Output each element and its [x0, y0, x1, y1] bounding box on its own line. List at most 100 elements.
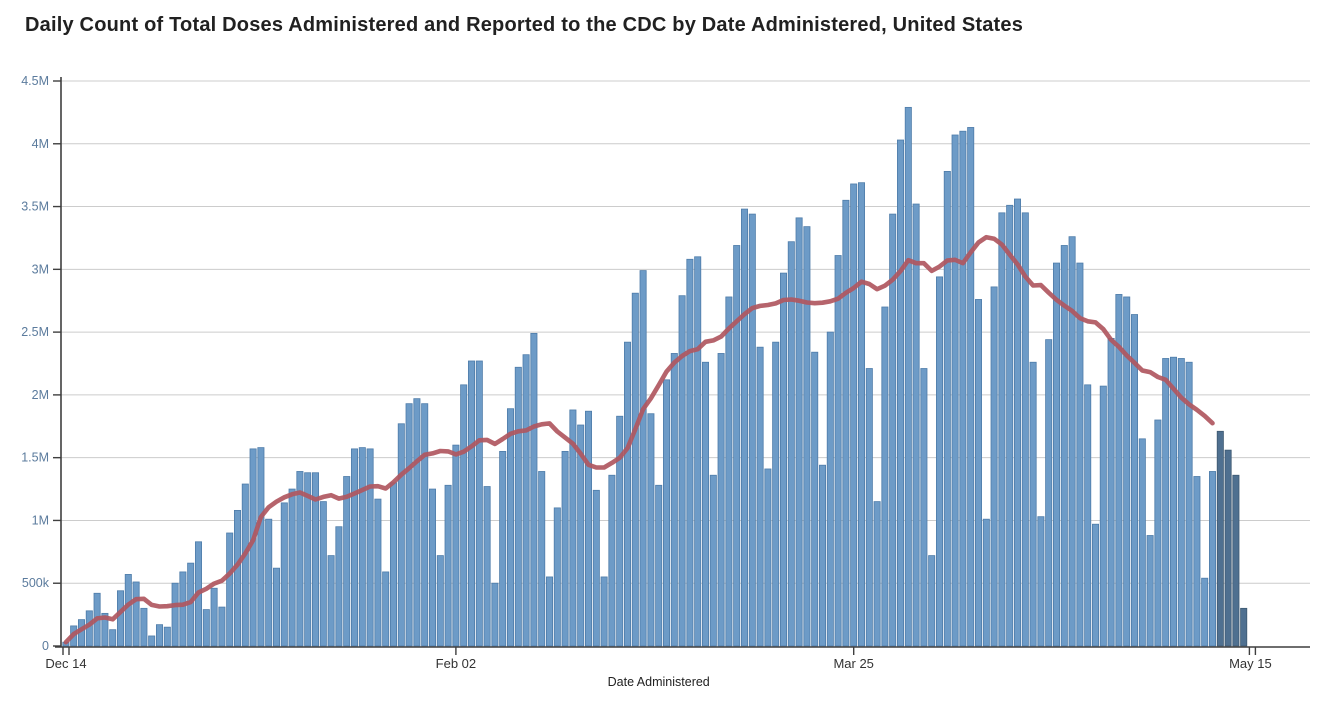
daily-dose-bar[interactable]	[382, 571, 390, 647]
daily-dose-bar[interactable]	[678, 295, 686, 647]
daily-dose-bar[interactable]	[585, 410, 593, 647]
daily-dose-bar[interactable]	[702, 361, 710, 647]
daily-dose-bar[interactable]	[226, 532, 234, 647]
daily-dose-bar[interactable]	[436, 555, 444, 647]
daily-dose-bar[interactable]	[1209, 471, 1217, 647]
daily-dose-bar[interactable]	[912, 203, 920, 647]
daily-dose-bar[interactable]	[608, 474, 616, 647]
daily-dose-bar[interactable]	[358, 447, 366, 647]
daily-dose-bar[interactable]	[975, 299, 983, 647]
daily-dose-bar[interactable]	[819, 464, 827, 647]
daily-dose-bar[interactable]	[389, 482, 397, 647]
daily-dose-bar[interactable]	[756, 346, 764, 647]
daily-dose-bar[interactable]	[943, 170, 951, 647]
daily-dose-bar[interactable]	[405, 403, 413, 647]
daily-dose-bar[interactable]	[413, 398, 421, 647]
daily-dose-bar[interactable]	[655, 484, 663, 647]
daily-dose-bar[interactable]	[709, 474, 717, 647]
daily-dose-bar[interactable]	[928, 555, 936, 647]
daily-dose-bar[interactable]	[1123, 296, 1131, 647]
daily-dose-bar[interactable]	[811, 351, 819, 647]
daily-dose-bar[interactable]	[265, 518, 273, 647]
daily-dose-bar[interactable]	[639, 270, 647, 647]
daily-dose-bar[interactable]	[577, 424, 585, 647]
daily-dose-bar[interactable]	[717, 353, 725, 647]
daily-dose-bar[interactable]	[319, 501, 327, 647]
daily-dose-bar[interactable]	[1107, 337, 1115, 647]
daily-dose-bar[interactable]	[772, 341, 780, 647]
daily-dose-bar[interactable]	[327, 555, 335, 647]
daily-dose-bar[interactable]	[374, 498, 382, 647]
daily-dose-bar[interactable]	[1029, 361, 1037, 647]
daily-dose-bar[interactable]	[787, 241, 795, 647]
daily-dose-bar[interactable]	[600, 576, 608, 647]
daily-dose-bar[interactable]	[764, 468, 772, 647]
daily-dose-bar[interactable]	[1068, 236, 1076, 647]
daily-dose-bar[interactable]	[483, 486, 491, 647]
daily-dose-bar[interactable]	[624, 341, 632, 647]
daily-dose-bar[interactable]	[304, 472, 312, 647]
daily-dose-bar[interactable]	[514, 366, 522, 647]
daily-dose-bar[interactable]	[1131, 314, 1139, 647]
daily-dose-bar[interactable]	[343, 476, 351, 647]
daily-dose-bar[interactable]	[140, 607, 148, 647]
daily-dose-bar[interactable]	[210, 587, 218, 647]
daily-dose-bar[interactable]	[694, 256, 702, 647]
daily-dose-bar[interactable]	[1092, 523, 1100, 647]
daily-dose-bar[interactable]	[561, 450, 569, 647]
daily-dose-bar[interactable]	[733, 245, 741, 647]
daily-dose-bar-provisional[interactable]	[1216, 430, 1224, 647]
daily-dose-bar[interactable]	[1115, 294, 1123, 647]
daily-dose-bar[interactable]	[686, 258, 694, 647]
daily-dose-bar[interactable]	[889, 213, 897, 647]
daily-dose-bar[interactable]	[428, 488, 436, 647]
daily-dose-bar[interactable]	[616, 415, 624, 647]
daily-dose-bar[interactable]	[218, 606, 226, 647]
daily-dose-bar[interactable]	[117, 590, 125, 647]
daily-dose-bar[interactable]	[670, 353, 678, 647]
daily-dose-bar[interactable]	[834, 255, 842, 647]
daily-dose-bar[interactable]	[491, 582, 499, 647]
daily-dose-bar[interactable]	[397, 423, 405, 647]
daily-dose-bar[interactable]	[241, 483, 249, 647]
daily-dose-bar[interactable]	[1099, 385, 1107, 647]
daily-dose-bar[interactable]	[904, 106, 912, 647]
daily-dose-bar[interactable]	[826, 331, 834, 647]
daily-dose-bar[interactable]	[155, 624, 163, 647]
daily-dose-bar[interactable]	[546, 576, 554, 647]
daily-dose-bar[interactable]	[522, 354, 530, 647]
daily-dose-bar[interactable]	[842, 199, 850, 647]
daily-dose-bar[interactable]	[897, 139, 905, 647]
daily-dose-bar[interactable]	[725, 296, 733, 647]
daily-dose-bar[interactable]	[982, 518, 990, 647]
daily-dose-bar[interactable]	[748, 213, 756, 647]
daily-dose-bar[interactable]	[741, 208, 749, 647]
daily-dose-bar[interactable]	[1170, 356, 1178, 647]
daily-dose-bar[interactable]	[366, 448, 374, 647]
daily-dose-bar[interactable]	[1076, 262, 1084, 647]
daily-dose-bar[interactable]	[663, 379, 671, 647]
daily-dose-bar[interactable]	[350, 448, 358, 647]
daily-dose-bar[interactable]	[171, 582, 179, 647]
daily-dose-bar[interactable]	[109, 629, 117, 647]
daily-dose-bar[interactable]	[163, 626, 171, 647]
daily-dose-bar[interactable]	[592, 489, 600, 647]
daily-dose-bar[interactable]	[1201, 577, 1209, 647]
daily-dose-bar[interactable]	[998, 212, 1006, 647]
daily-dose-bar[interactable]	[1185, 361, 1193, 647]
daily-dose-bar[interactable]	[553, 507, 561, 647]
daily-dose-bar[interactable]	[1154, 419, 1162, 647]
daily-dose-bar[interactable]	[1053, 262, 1061, 647]
daily-dose-bar[interactable]	[803, 226, 811, 647]
daily-dose-bar[interactable]	[920, 368, 928, 647]
daily-dose-bar[interactable]	[202, 609, 210, 647]
daily-dose-bar[interactable]	[951, 134, 959, 647]
daily-dose-bar[interactable]	[569, 409, 577, 647]
daily-dose-bar[interactable]	[865, 368, 873, 647]
daily-dose-bar[interactable]	[460, 384, 468, 647]
daily-dose-bar[interactable]	[538, 471, 546, 647]
daily-dose-bar[interactable]	[1021, 212, 1029, 647]
daily-dose-bar[interactable]	[179, 571, 187, 647]
daily-dose-bar[interactable]	[1014, 198, 1022, 647]
daily-dose-bar-provisional[interactable]	[1232, 474, 1240, 647]
